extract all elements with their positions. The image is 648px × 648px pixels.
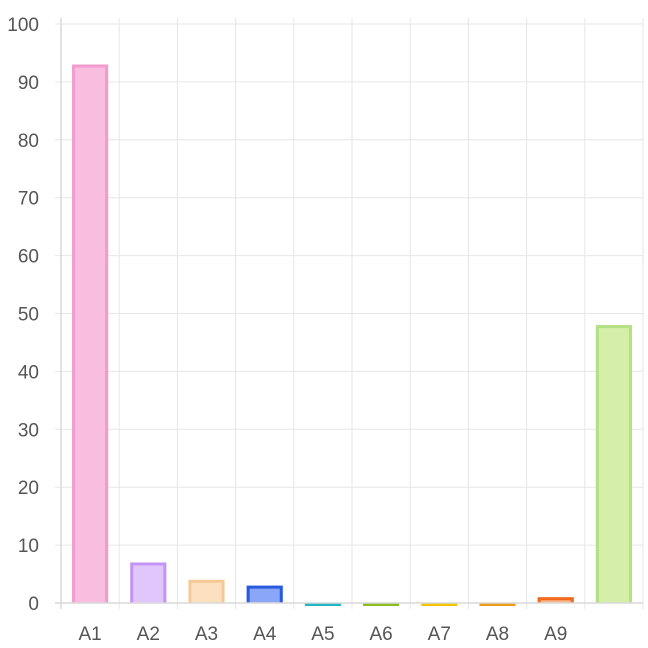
x-tick-label: A6 bbox=[369, 624, 392, 645]
x-tick-label: A9 bbox=[544, 624, 567, 645]
y-tick-labels: 0 10 20 30 40 50 60 70 80 90 100 bbox=[7, 15, 39, 615]
bar-series-10 bbox=[595, 325, 632, 603]
x-tick-label: A4 bbox=[253, 624, 277, 645]
y-tick-label: 40 bbox=[18, 362, 39, 383]
x-tick-label: A3 bbox=[195, 624, 218, 645]
bar-A3 bbox=[188, 579, 225, 603]
y-tick-label: 100 bbox=[7, 15, 39, 36]
bar-A1 bbox=[72, 64, 109, 603]
y-tick-label: 60 bbox=[18, 247, 39, 268]
x-tick-label: A7 bbox=[428, 624, 451, 645]
y-tick-label: 50 bbox=[18, 305, 39, 326]
y-tick-label: 70 bbox=[18, 189, 39, 210]
bar-border bbox=[537, 597, 574, 603]
x-tick-labels: A1 A2 A3 A4 A5 A6 A7 A8 A9 bbox=[78, 624, 567, 645]
x-tick-label: A5 bbox=[311, 624, 334, 645]
bar-border bbox=[72, 64, 109, 603]
bar-border bbox=[188, 579, 225, 603]
bar-border bbox=[130, 562, 167, 603]
bar-border bbox=[246, 585, 283, 603]
bar-A2 bbox=[130, 562, 167, 603]
x-tick-label: A8 bbox=[486, 624, 509, 645]
y-tick-label: 20 bbox=[18, 478, 39, 499]
y-tick-label: 10 bbox=[18, 536, 39, 557]
bars bbox=[72, 64, 632, 606]
grid bbox=[55, 18, 644, 609]
axes bbox=[55, 18, 643, 609]
y-tick-label: 30 bbox=[18, 420, 39, 441]
y-tick-label: 0 bbox=[28, 594, 39, 615]
y-tick-label: 90 bbox=[18, 73, 39, 94]
x-tick-label: A2 bbox=[137, 624, 160, 645]
bar-A4 bbox=[246, 585, 283, 603]
x-tick-label: A1 bbox=[78, 624, 101, 645]
bar-border bbox=[595, 325, 632, 603]
y-tick-label: 80 bbox=[18, 131, 39, 152]
